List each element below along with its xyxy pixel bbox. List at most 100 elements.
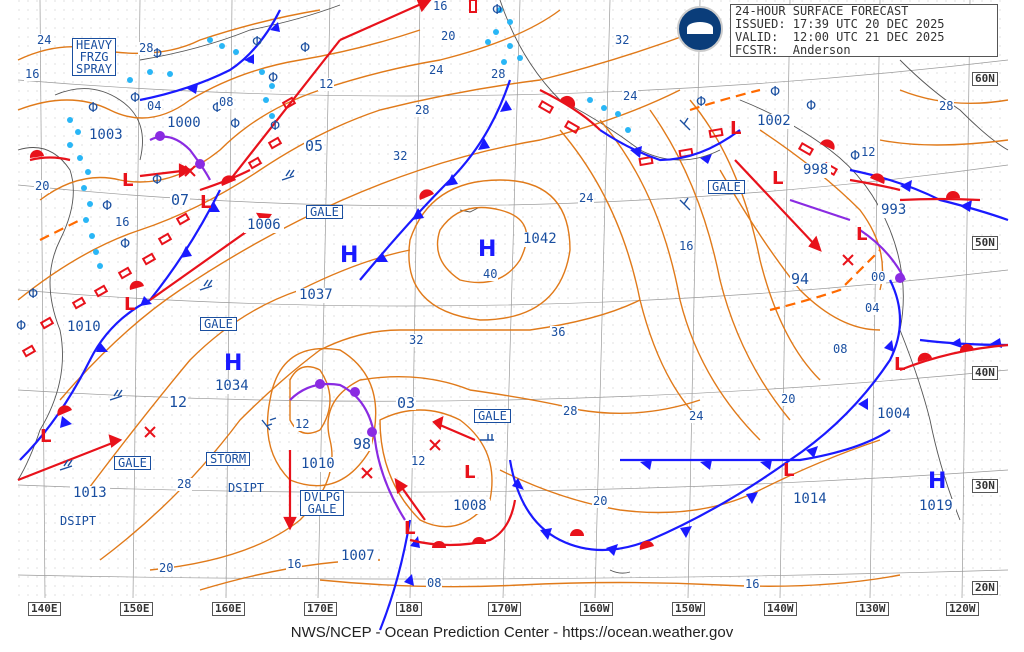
isobar-label: 24 [622,89,639,103]
isobar-label: 08 [218,95,235,109]
latitude-label: 20N [972,581,998,595]
isobar-label: 04 [864,301,881,315]
pressure-value-l: 1000 [164,116,204,131]
warning-box: HEAVY FRZG SPRAY [72,38,117,76]
latitude-label: 30N [972,479,998,493]
isobar-label: 36 [550,325,567,339]
isobar-label: 08 [832,342,849,356]
forecast-title: 24-HOUR SURFACE FORECAST [735,4,909,18]
warm-front-bumps [29,95,974,550]
isobar-label: 24 [36,33,53,47]
isobar-label: 16 [24,67,41,81]
isobar-label: 32 [614,33,631,47]
dissipating-label: DSIPT [228,481,265,495]
isobar-label: 32 [408,333,425,347]
svg-text:Φ: Φ [130,91,140,106]
warm-front-south [409,499,517,547]
issued-time: ISSUED: 17:39 UTC 20 DEC 2025 [735,17,945,31]
pressure-value-l: 1007 [338,549,378,564]
isobar-label: 20 [440,29,457,43]
graticule [17,0,1009,599]
svg-text:Φ: Φ [16,319,26,334]
cold-front-west [19,189,221,461]
isobar-label: 94 [790,270,811,288]
isobar-label: 20 [780,392,797,406]
cold-front-bering [139,9,281,102]
cold-front-pacific [619,429,891,462]
warning-box: GALE [200,317,237,331]
svg-text:Φ: Φ [212,101,222,116]
svg-text:Φ: Φ [806,99,816,114]
isobar-label: 32 [392,149,409,163]
svg-text:Φ: Φ [270,119,280,134]
high-symbol-1042: H [478,237,496,262]
latitude-label: 40N [972,366,998,380]
isobar-label: 05 [304,137,325,155]
map-dot-grid [18,0,1008,598]
isobar-label: 24 [578,191,595,205]
pressure-value-l: 1010 [298,457,338,472]
cold-front-barbs [60,22,1002,586]
isobar-label: 20 [592,494,609,508]
cold-front-east-arc [508,279,902,552]
latitude-label: 60N [972,72,998,86]
high-symbol-1037: H [340,243,358,268]
pressure-value-h: 1034 [212,379,252,394]
longitude-label: 140W [764,602,797,616]
svg-text:L: L [200,192,211,213]
isobar-label: 20 [34,179,51,193]
svg-text:L: L [772,168,783,189]
isobar-label: 28 [138,41,155,55]
troughs [39,88,881,312]
pressure-value-l: 1008 [450,499,490,514]
svg-text:L: L [730,118,741,139]
warning-box: GALE [474,409,511,423]
pressure-value-l: 1013 [70,486,110,501]
isobar-label: 16 [432,0,449,13]
warning-box: GALE [114,456,151,470]
warning-box: GALE [306,205,343,219]
pressure-value-h: 1037 [296,288,336,303]
isobar-label: 24 [688,409,705,423]
svg-text:L: L [40,426,51,447]
svg-text:L: L [783,460,794,481]
warning-box: DVLPG GALE [300,490,345,516]
isobar-label: 03 [396,394,417,412]
pressure-value-l: 998 [800,163,832,178]
cold-front-alaska [599,129,741,162]
svg-text:Φ: Φ [252,35,262,50]
isobar-label: 12 [860,145,877,159]
isobar-label: 20 [158,561,175,575]
isobar-label: 00 [870,270,887,284]
pressure-value-l: 1002 [754,114,794,129]
cold-fronts [19,9,1009,631]
longitude-label: 180 [396,602,422,616]
freezing-spray-dots [67,7,631,269]
isobar-label: 28 [414,103,431,117]
svg-text:L: L [856,224,867,245]
svg-text:Φ: Φ [230,117,240,132]
warning-box: STORM [206,452,251,466]
footer-credit: NWS/NCEP - Ocean Prediction Center - htt… [290,624,734,641]
svg-text:L: L [404,518,415,539]
longitude-label: 160W [580,602,613,616]
isobar-label: 16 [114,215,131,229]
forecast-header-box: 24-HOUR SURFACE FORECAST ISSUED: 17:39 U… [730,4,998,57]
isobar-label: 04 [146,99,163,113]
longitude-label: 130W [856,602,889,616]
forecaster: FCSTR: Anderson [735,43,851,57]
longitude-label: 160E [212,602,245,616]
svg-text:L: L [464,462,475,483]
svg-text:Φ: Φ [88,101,98,116]
svg-text:L: L [124,294,135,315]
warm-front-east [899,343,1009,372]
isobar-label: 24 [428,63,445,77]
high-symbol-1034: H [224,351,242,376]
isobar-label: 28 [938,99,955,113]
svg-text:Φ: Φ [300,41,310,56]
svg-text:Φ: Φ [492,3,502,18]
isobar-label: 12 [318,77,335,91]
svg-text:Φ: Φ [120,237,130,252]
